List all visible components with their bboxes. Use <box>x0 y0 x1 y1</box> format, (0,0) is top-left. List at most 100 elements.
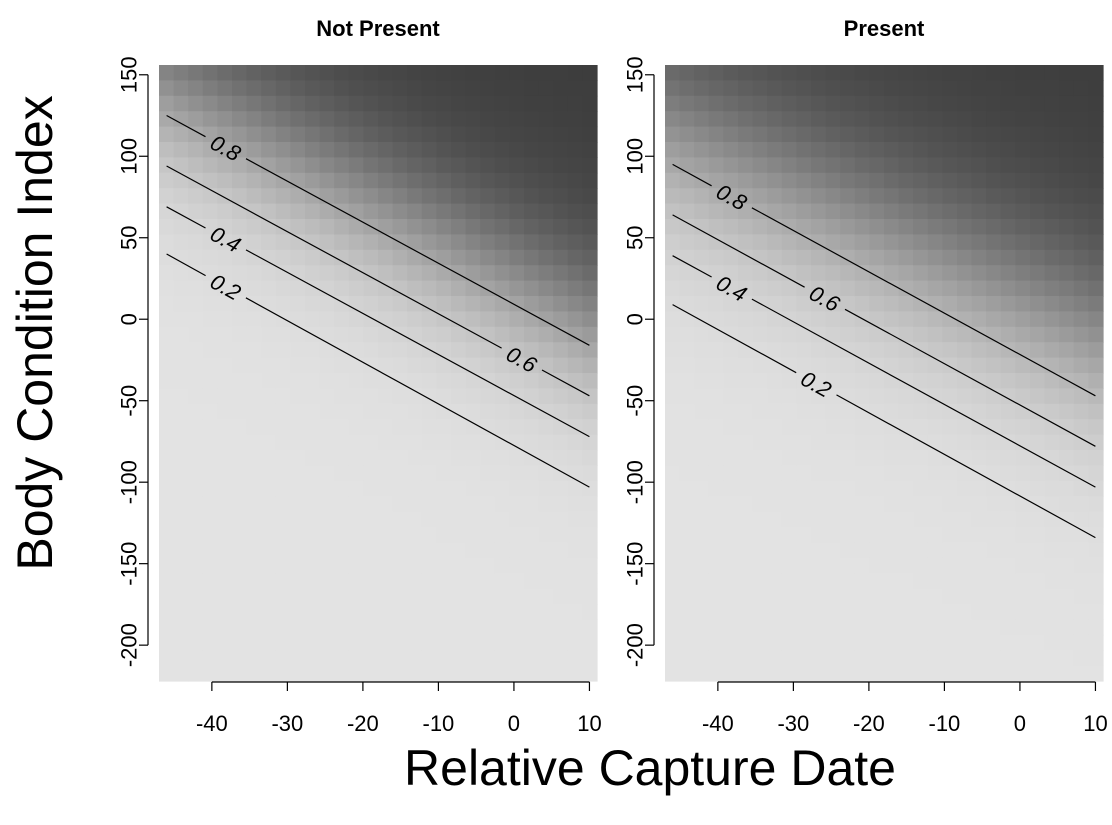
heatmap-cell <box>334 142 350 158</box>
heatmap-cell <box>752 326 768 343</box>
heatmap-cell <box>781 588 797 605</box>
heatmap-cell <box>738 203 754 220</box>
heatmap-cell <box>781 342 797 359</box>
heatmap-cell <box>188 480 204 497</box>
heatmap-cell <box>509 650 525 667</box>
heatmap-cell <box>781 249 797 266</box>
heatmap-cell <box>217 203 233 220</box>
heatmap-cell <box>290 311 306 328</box>
heatmap-cell <box>465 573 481 590</box>
heatmap-cell <box>840 172 856 189</box>
heatmap-cell <box>942 157 958 174</box>
heatmap-cell <box>275 604 291 620</box>
heatmap-cell <box>202 342 218 359</box>
heatmap-cell <box>465 142 481 158</box>
heatmap-cell <box>582 157 598 174</box>
heatmap-cell <box>421 403 437 420</box>
heatmap-cell <box>1088 604 1104 620</box>
heatmap-cell <box>319 650 335 667</box>
heatmap-cell <box>188 172 204 189</box>
heatmap-cell <box>159 419 175 436</box>
panel-2: 0.20.4 0.60.8150100500-50-100-150-200-40-… <box>623 16 1108 736</box>
heatmap-cell <box>840 157 856 174</box>
heatmap-cell <box>708 157 724 174</box>
heatmap-cell <box>305 573 321 590</box>
heatmap-cell <box>421 450 437 466</box>
heatmap-cell <box>694 203 710 220</box>
heatmap-cell <box>957 496 973 513</box>
heatmap-cell <box>884 142 900 158</box>
heatmap-cell <box>884 480 900 497</box>
heatmap-cell <box>1059 604 1075 620</box>
heatmap-cell <box>1088 188 1104 205</box>
heatmap-cell <box>1073 388 1089 405</box>
heatmap-cell <box>553 665 569 682</box>
heatmap-cell <box>509 511 525 528</box>
heatmap-cell <box>538 604 554 620</box>
heatmap-cell <box>1088 619 1104 636</box>
heatmap-cell <box>1088 419 1104 436</box>
heatmap-cell <box>509 326 525 343</box>
heatmap-cell <box>159 588 175 605</box>
heatmap-cell <box>1015 142 1031 158</box>
heatmap-cell <box>679 126 695 143</box>
heatmap-cell <box>217 604 233 620</box>
heatmap-cell <box>275 280 291 297</box>
heatmap-cell <box>752 557 768 574</box>
heatmap-cell <box>869 65 885 81</box>
heatmap-cell <box>854 573 870 590</box>
heatmap-cell <box>986 65 1002 81</box>
heatmap-cell <box>665 80 681 97</box>
heatmap-cell <box>246 527 262 543</box>
heatmap-cell <box>524 326 540 343</box>
heatmap-cell <box>246 311 262 328</box>
heatmap-cell <box>869 465 885 482</box>
heatmap-cell <box>173 311 189 328</box>
heatmap-cell <box>694 542 710 559</box>
heatmap-cell <box>1073 542 1089 559</box>
heatmap-cell <box>884 219 900 235</box>
heatmap-cell <box>159 388 175 405</box>
heatmap-cell <box>869 604 885 620</box>
heatmap-cell <box>334 326 350 343</box>
heatmap-cell <box>407 280 423 297</box>
heatmap-cell <box>767 388 783 405</box>
heatmap-cell <box>1030 265 1046 282</box>
heatmap-cell <box>1073 296 1089 312</box>
heatmap-cell <box>480 588 496 605</box>
heatmap-cell <box>986 157 1002 174</box>
heatmap-cell <box>538 388 554 405</box>
heatmap-cell <box>665 604 681 620</box>
heatmap-cell <box>217 527 233 543</box>
heatmap-cell <box>1059 265 1075 282</box>
heatmap-cell <box>767 511 783 528</box>
heatmap-cell <box>811 234 827 251</box>
heatmap-cell <box>582 619 598 636</box>
heatmap-cell <box>261 280 277 297</box>
heatmap-cell <box>202 542 218 559</box>
heatmap-cell <box>665 542 681 559</box>
heatmap-cell <box>538 419 554 436</box>
heatmap-cell <box>290 465 306 482</box>
heatmap-cell <box>582 665 598 682</box>
heatmap-cell <box>188 604 204 620</box>
heatmap-cell <box>927 450 943 466</box>
heatmap-cell <box>305 157 321 174</box>
heatmap-cell <box>942 357 958 374</box>
heatmap-cell <box>781 388 797 405</box>
heatmap-cell <box>188 511 204 528</box>
heatmap-cell <box>334 157 350 174</box>
heatmap-cell <box>986 373 1002 389</box>
heatmap-cell <box>202 126 218 143</box>
heatmap-cell <box>811 142 827 158</box>
heatmap-cell <box>319 80 335 97</box>
heatmap-cell <box>553 296 569 312</box>
heatmap-cell <box>159 342 175 359</box>
heatmap-cell <box>796 111 812 128</box>
heatmap-cell <box>942 265 958 282</box>
heatmap-cell <box>1030 311 1046 328</box>
heatmap-cell <box>275 111 291 128</box>
heatmap-cell <box>202 188 218 205</box>
heatmap-cell <box>509 557 525 574</box>
heatmap-cell <box>1073 234 1089 251</box>
